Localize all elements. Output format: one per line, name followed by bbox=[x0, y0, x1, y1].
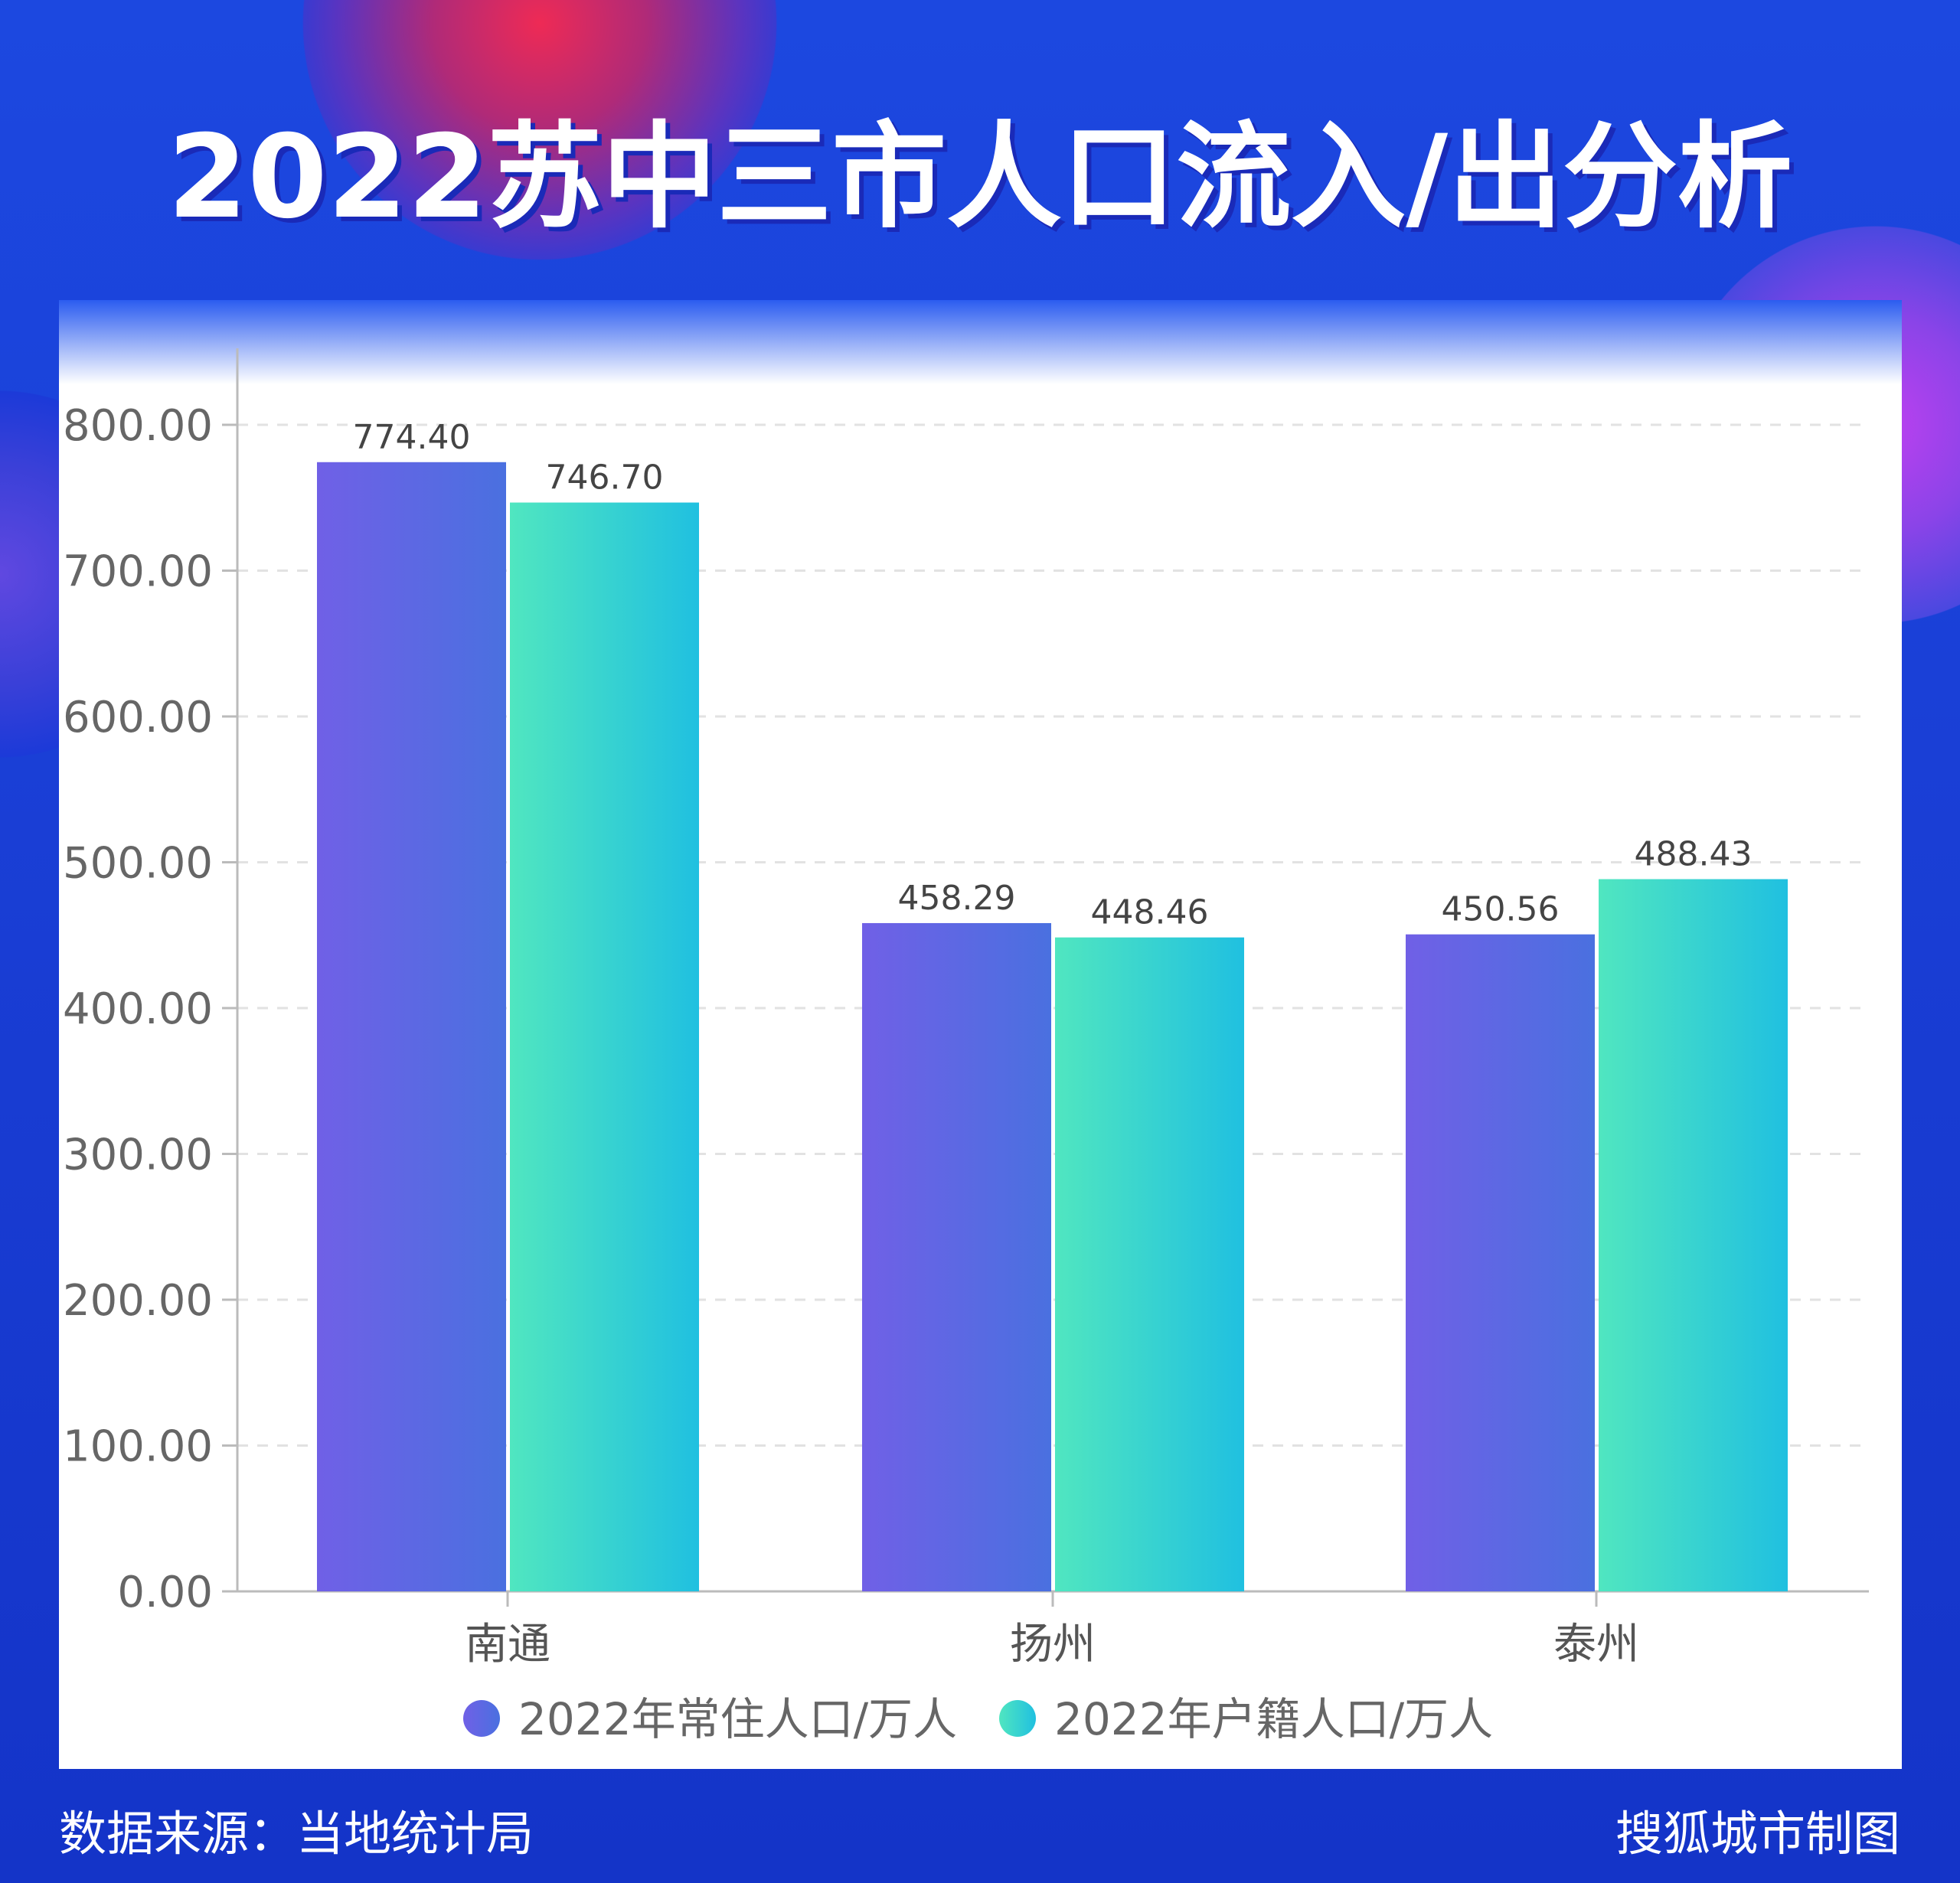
x-tick-label: 南通 bbox=[465, 1620, 550, 1669]
bar-2 bbox=[1055, 937, 1244, 1591]
data-label: 448.46 bbox=[1091, 893, 1209, 932]
page-title: 2022苏中三市人口流入/出分析 bbox=[167, 111, 1793, 244]
legend-marker bbox=[999, 1700, 1036, 1737]
data-label: 774.40 bbox=[353, 418, 471, 457]
y-tick-label: 800.00 bbox=[63, 401, 213, 451]
legend-label: 2022年常住人口/万人 bbox=[518, 1693, 957, 1745]
data-label: 458.29 bbox=[898, 879, 1016, 918]
data-label: 488.43 bbox=[1635, 835, 1753, 874]
bar-2 bbox=[1599, 879, 1788, 1591]
data-label: 746.70 bbox=[546, 459, 664, 498]
y-tick-label: 0.00 bbox=[117, 1568, 213, 1617]
y-tick-label: 300.00 bbox=[63, 1131, 213, 1180]
bar-1 bbox=[1406, 934, 1595, 1591]
y-tick-label: 600.00 bbox=[63, 693, 213, 742]
y-tick-label: 400.00 bbox=[63, 984, 213, 1034]
y-tick-label: 100.00 bbox=[63, 1422, 213, 1472]
x-tick-label: 扬州 bbox=[1010, 1620, 1096, 1669]
legend-marker bbox=[463, 1700, 500, 1737]
y-tick-label: 200.00 bbox=[63, 1276, 213, 1326]
bar-1 bbox=[317, 462, 506, 1591]
data-source: 数据来源：当地统计局 bbox=[59, 1806, 534, 1862]
credit: 搜狐城市制图 bbox=[1615, 1806, 1900, 1862]
y-tick-label: 500.00 bbox=[63, 839, 213, 889]
data-label: 450.56 bbox=[1442, 890, 1560, 929]
y-tick-label: 700.00 bbox=[63, 547, 213, 597]
bar-2 bbox=[510, 502, 699, 1591]
x-tick-label: 泰州 bbox=[1553, 1620, 1639, 1669]
bar-1 bbox=[862, 922, 1051, 1591]
legend-label: 2022年户籍人口/万人 bbox=[1054, 1693, 1493, 1745]
